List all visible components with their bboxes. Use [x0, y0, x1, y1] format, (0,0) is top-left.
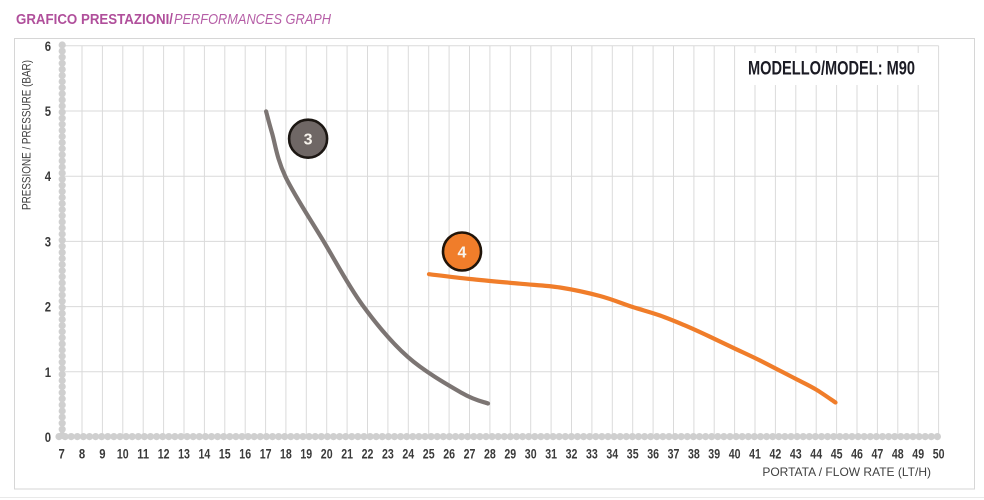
svg-text:PORTATA / FLOW RATE (LT/H): PORTATA / FLOW RATE (LT/H) [762, 465, 931, 479]
svg-text:15: 15 [219, 446, 231, 462]
svg-text:PRESSIONE / PRESSURE (BAR): PRESSIONE / PRESSURE (BAR) [20, 60, 34, 210]
svg-text:12: 12 [158, 446, 170, 462]
svg-text:27: 27 [464, 446, 476, 462]
svg-text:9: 9 [99, 446, 105, 462]
svg-text:36: 36 [647, 446, 659, 462]
svg-text:48: 48 [892, 446, 904, 462]
svg-text:41: 41 [749, 446, 761, 462]
svg-text:23: 23 [382, 446, 394, 462]
svg-text:34: 34 [606, 446, 618, 462]
svg-text:44: 44 [810, 446, 822, 462]
svg-text:4: 4 [45, 168, 51, 184]
svg-text:4: 4 [458, 244, 467, 261]
svg-text:5: 5 [45, 103, 51, 119]
svg-text:7: 7 [58, 446, 64, 462]
svg-text:30: 30 [525, 446, 537, 462]
svg-text:39: 39 [708, 446, 720, 462]
svg-text:24: 24 [402, 446, 414, 462]
svg-text:8: 8 [79, 446, 85, 462]
svg-text:42: 42 [770, 446, 782, 462]
svg-text:21: 21 [341, 446, 353, 462]
svg-text:3: 3 [304, 132, 313, 149]
svg-text:43: 43 [790, 446, 802, 462]
svg-text:6: 6 [45, 38, 51, 54]
svg-text:13: 13 [178, 446, 190, 462]
svg-text:26: 26 [443, 446, 455, 462]
svg-text:32: 32 [566, 446, 578, 462]
svg-text:0: 0 [45, 429, 51, 445]
svg-text:PERFORMANCES GRAPH: PERFORMANCES GRAPH [174, 12, 331, 28]
svg-text:20: 20 [321, 446, 333, 462]
svg-text:GRAFICO PRESTAZIONI/: GRAFICO PRESTAZIONI/ [16, 12, 173, 28]
svg-text:45: 45 [831, 446, 843, 462]
svg-text:38: 38 [688, 446, 700, 462]
svg-text:40: 40 [729, 446, 741, 462]
svg-text:18: 18 [280, 446, 292, 462]
svg-text:35: 35 [627, 446, 639, 462]
svg-text:37: 37 [668, 446, 680, 462]
svg-text:17: 17 [260, 446, 272, 462]
svg-text:33: 33 [586, 446, 598, 462]
svg-text:MODELLO/MODEL: M90: MODELLO/MODEL: M90 [748, 59, 915, 80]
svg-text:31: 31 [545, 446, 557, 462]
svg-text:10: 10 [117, 446, 129, 462]
svg-text:16: 16 [239, 446, 251, 462]
svg-text:22: 22 [362, 446, 374, 462]
svg-text:19: 19 [300, 446, 312, 462]
svg-text:11: 11 [137, 446, 149, 462]
svg-text:14: 14 [199, 446, 211, 462]
svg-text:28: 28 [484, 446, 496, 462]
svg-text:1: 1 [45, 364, 51, 380]
svg-text:29: 29 [504, 446, 516, 462]
svg-text:49: 49 [912, 446, 924, 462]
svg-text:25: 25 [423, 446, 435, 462]
svg-text:3: 3 [45, 233, 51, 249]
svg-text:47: 47 [872, 446, 884, 462]
svg-text:46: 46 [851, 446, 863, 462]
svg-text:2: 2 [45, 299, 51, 315]
svg-text:50: 50 [933, 446, 945, 462]
